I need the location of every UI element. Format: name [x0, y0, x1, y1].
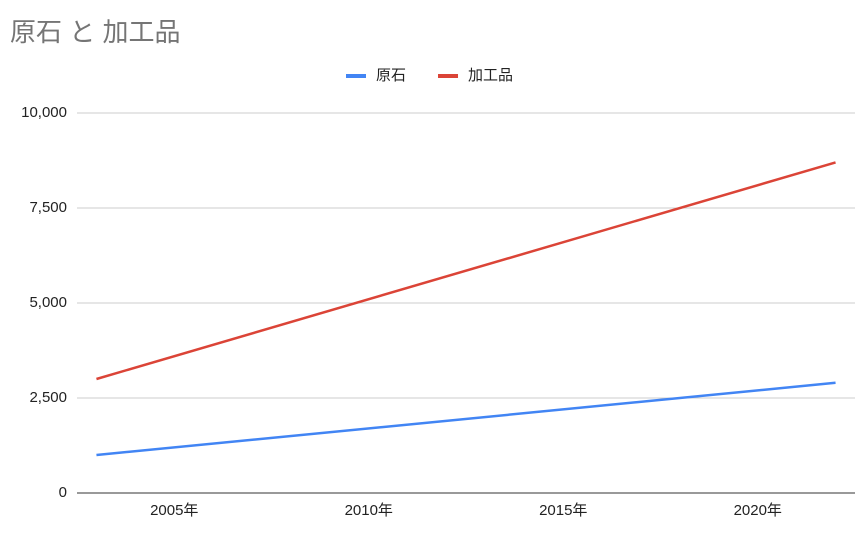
series-line	[96, 381, 836, 457]
y-tick-label: 2,500	[29, 389, 67, 406]
legend-label: 加工品	[468, 67, 513, 84]
y-tick-label: 7,500	[29, 199, 67, 216]
y-tick-label: 5,000	[29, 294, 67, 311]
x-tick-label: 2005年	[150, 502, 198, 519]
chart-title: 原石 と 加工品	[10, 17, 180, 47]
x-tick-label: 2020年	[734, 502, 782, 519]
series-line	[96, 161, 836, 381]
y-tick-label: 10,000	[21, 104, 67, 121]
x-tick-label: 2015年	[539, 502, 587, 519]
y-tick-label: 0	[59, 484, 67, 501]
x-tick-label: 2010年	[345, 502, 393, 519]
legend-label: 原石	[376, 67, 406, 84]
